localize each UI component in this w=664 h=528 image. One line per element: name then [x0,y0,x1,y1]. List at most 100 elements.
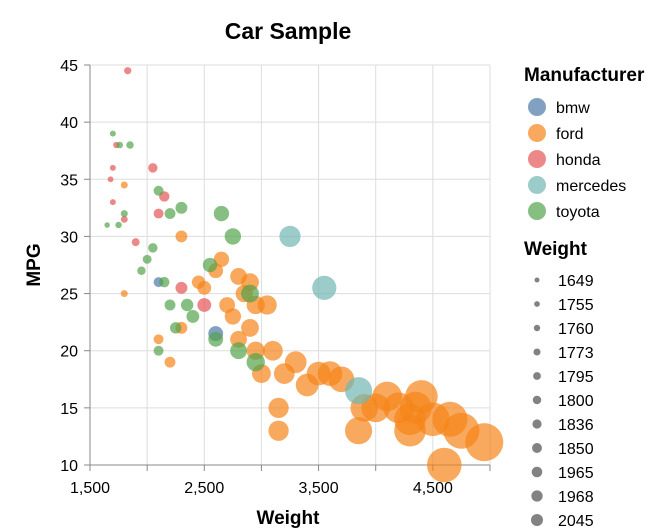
point-toyota [213,205,230,222]
point-toyota [246,352,265,372]
y-tick-label: 35 [60,172,78,189]
point-ford [257,295,277,315]
x-tick-label: 3,500 [299,480,339,497]
point-ford [394,414,426,447]
chart-title: Car Sample [225,18,352,44]
size-legend-label: 1760 [558,321,594,338]
size-legend-label: 1850 [558,441,594,458]
point-honda [107,176,114,183]
point-toyota [116,141,124,149]
point-ford [262,340,283,361]
point-toyota [241,284,259,303]
y-tick-label: 25 [60,287,78,304]
point-ford [219,297,236,313]
point-honda [124,67,132,75]
point-toyota [109,130,116,137]
y-tick-label: 15 [60,401,78,418]
size-legend-label: 1649 [558,273,594,290]
x-axis-title: Weight [257,508,321,528]
point-toyota [153,185,164,196]
point-ford [268,420,289,441]
legend-label-mercedes: mercedes [556,178,626,195]
point-toyota [115,221,122,229]
point-toyota [202,257,218,273]
y-tick-label: 20 [60,344,78,361]
x-tick-label: 4,500 [413,480,453,497]
point-ford [175,230,188,243]
y-tick-label: 40 [60,115,78,132]
legend-symbol-honda [528,150,546,168]
point-honda [131,238,140,247]
point-honda [120,215,128,223]
size-legend-label: 1773 [558,345,594,362]
point-mercedes [312,275,337,300]
point-ford [213,251,230,267]
data-points [104,67,504,483]
size-legend-label: 1800 [558,393,594,410]
legend-label-ford: ford [556,126,584,143]
legend-symbol-mercedes [528,176,546,194]
size-legend-symbol [531,514,543,526]
point-toyota [224,228,242,245]
point-honda [109,164,116,171]
size-legend-label: 1795 [558,369,594,386]
size-legend-label: 1755 [558,297,594,314]
point-ford [164,356,176,368]
point-toyota [104,222,110,228]
point-honda [153,208,164,219]
point-toyota [186,309,200,323]
point-toyota [142,254,152,264]
size-legend-label: 2045 [558,513,594,528]
point-toyota [148,243,158,253]
size-legend-label: 1968 [558,489,594,506]
point-toyota [170,322,182,334]
point-toyota [208,331,224,347]
point-ford [120,290,128,298]
point-toyota [175,201,188,214]
size-legend-label: 1965 [558,465,594,482]
point-honda [109,199,116,206]
point-honda [148,163,158,173]
size-legend-label: 1836 [558,417,594,434]
y-tick-label: 45 [60,58,78,75]
size-legend-symbol [534,277,540,283]
point-ford [241,318,259,337]
legend-label-bmw: bmw [556,100,590,117]
legend-symbol-bmw [528,98,546,116]
size-legend-symbol [532,395,542,405]
point-toyota [126,141,134,149]
y-tick-label: 10 [60,458,78,475]
point-toyota [164,208,176,220]
point-mercedes [344,377,373,405]
size-legend-symbol [531,490,543,502]
point-ford [465,423,504,462]
point-toyota [159,276,170,288]
point-toyota [180,298,194,312]
size-legend-symbol [531,466,543,478]
point-toyota [137,266,146,275]
point-honda [197,298,212,312]
point-ford [284,351,307,374]
point-toyota [164,299,176,311]
size-legend-symbol [532,443,542,453]
color-legend-title: Manufacturer [524,65,645,86]
size-legend-symbol [534,301,540,307]
point-toyota [153,345,164,356]
point-ford [344,417,373,445]
size-legend-symbol [532,419,542,429]
size-legend-title: Weight [524,239,588,260]
x-tick-label: 2,500 [184,480,224,497]
legend: Manufacturer bmwfordhondamercedestoyota … [524,65,645,528]
point-ford [197,280,212,295]
y-axis-title: MPG [24,243,45,286]
point-honda [175,281,188,294]
point-ford [268,397,289,418]
y-tick-label: 30 [60,229,78,246]
point-ford [153,334,164,345]
point-ford [120,181,128,189]
size-legend-symbol [533,348,541,356]
legend-label-honda: honda [556,152,601,169]
point-ford [427,447,462,483]
legend-symbol-ford [528,124,546,142]
